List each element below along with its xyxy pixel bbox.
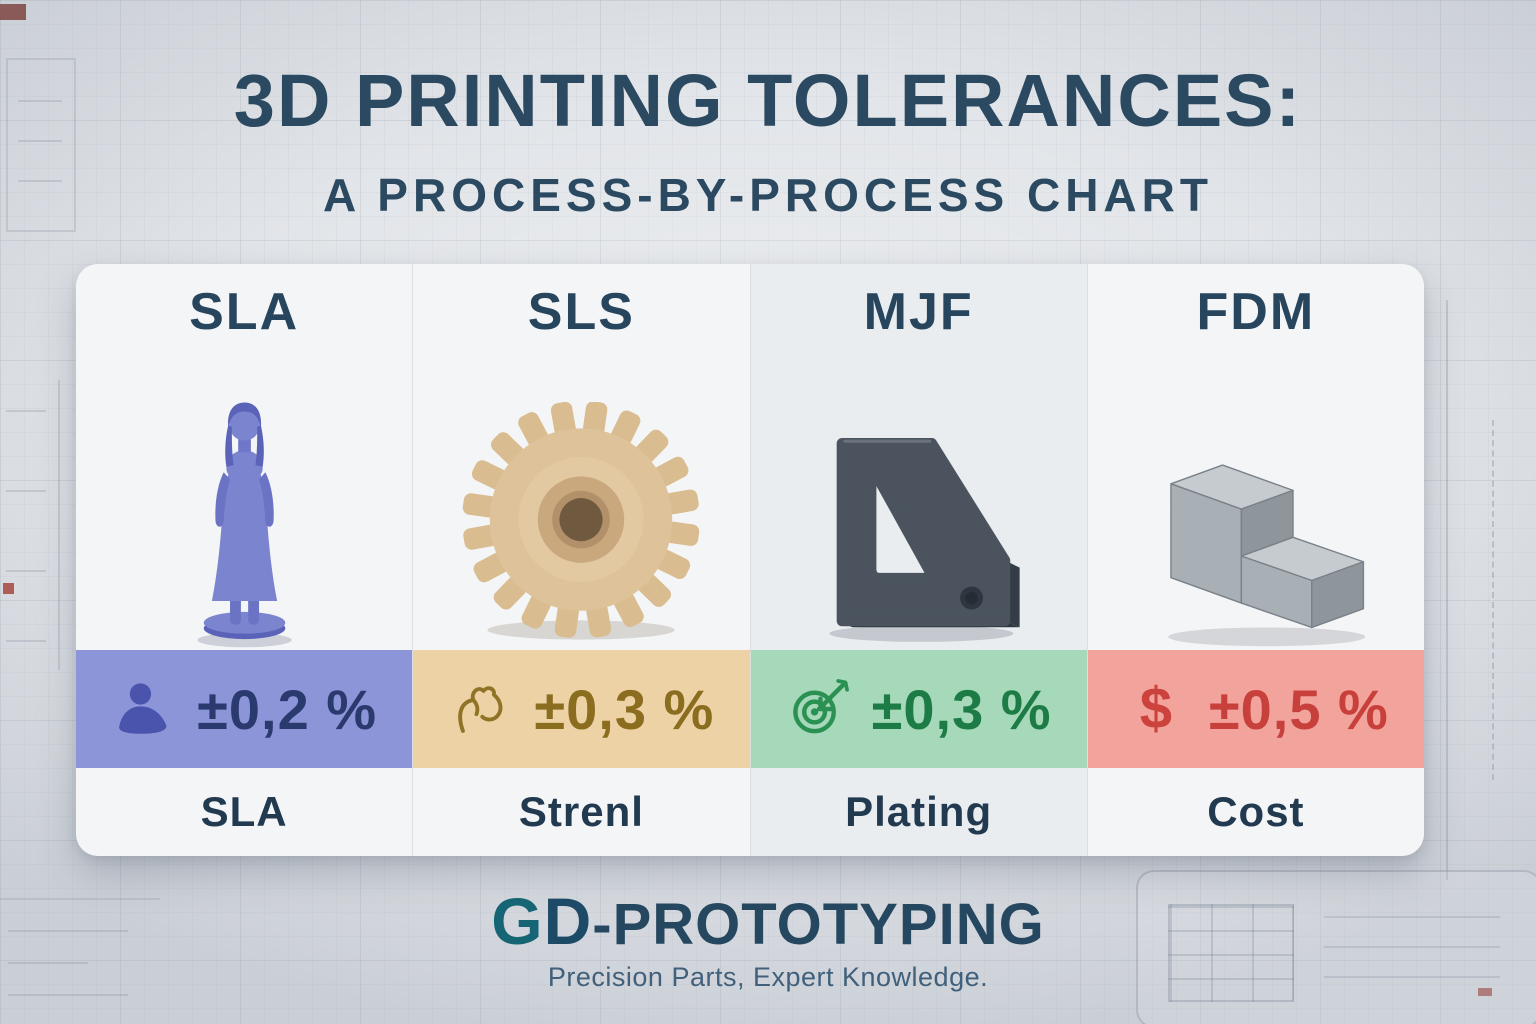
process-name-mjf: MJF	[863, 283, 974, 341]
tolerance-band-fdm: $ ±0,5 %	[1087, 650, 1424, 768]
brand-logo-text: -PROTOTYPING	[592, 892, 1045, 957]
blueprint-line-right	[1446, 300, 1448, 880]
brand-tagline: Precision Parts, Expert Knowledge.	[547, 962, 989, 992]
part-image-gear	[413, 360, 749, 650]
page-subtitle: A PROCESS-BY-PROCESS CHART	[323, 169, 1213, 221]
tolerance-value-sla: ±0,2 %	[197, 677, 378, 741]
brand-logo: GD-PROTOTYPING	[0, 888, 1536, 954]
target-icon	[786, 676, 852, 742]
process-label-sls: Strenl	[518, 788, 644, 835]
tolerance-band-sla: ±0,2 %	[76, 650, 413, 768]
process-column-sla: SLA	[76, 264, 413, 856]
process-name-sls: SLS	[527, 283, 635, 341]
process-column-sls: SLS	[412, 264, 750, 856]
dollar-icon: $	[1139, 676, 1173, 741]
muscle-icon	[448, 676, 514, 742]
tolerance-value-sls: ±0,3 %	[534, 677, 715, 741]
part-image-bracket	[751, 360, 1087, 650]
blueprint-dashed-line-right	[1492, 420, 1494, 780]
process-name-sla: SLA	[189, 283, 300, 341]
process-column-mjf: MJF	[749, 264, 1087, 856]
part-image-step-block	[1088, 360, 1424, 650]
process-label-mjf: Plating	[845, 788, 993, 835]
brand-footer: GD-PROTOTYPING Precision Parts, Expert K…	[0, 888, 1536, 993]
tolerance-band-mjf: ±0,3 %	[750, 650, 1087, 768]
page-title: 3D PRINTING TOLERANCES:	[233, 59, 1303, 142]
process-label-sla: SLA	[200, 788, 288, 835]
tolerance-value-mjf: ±0,3 %	[871, 677, 1052, 741]
brand-logo-g: G	[491, 884, 544, 958]
process-column-fdm: FDM $ ±0,5 %	[1086, 264, 1424, 856]
red-corner-decoration	[0, 4, 26, 20]
blueprint-sketch-left-mid	[0, 380, 60, 670]
brand-logo-d: D	[543, 884, 593, 958]
part-image-figurine	[76, 360, 412, 650]
process-name-fdm: FDM	[1196, 283, 1316, 341]
tolerance-band-sls: ±0,3 %	[413, 650, 750, 768]
process-label-fdm: Cost	[1207, 788, 1305, 835]
person-icon	[111, 676, 177, 742]
red-square-decoration	[3, 583, 14, 594]
tolerance-value-fdm: ±0,5 %	[1208, 677, 1389, 741]
comparison-panel: SLA	[76, 264, 1424, 856]
